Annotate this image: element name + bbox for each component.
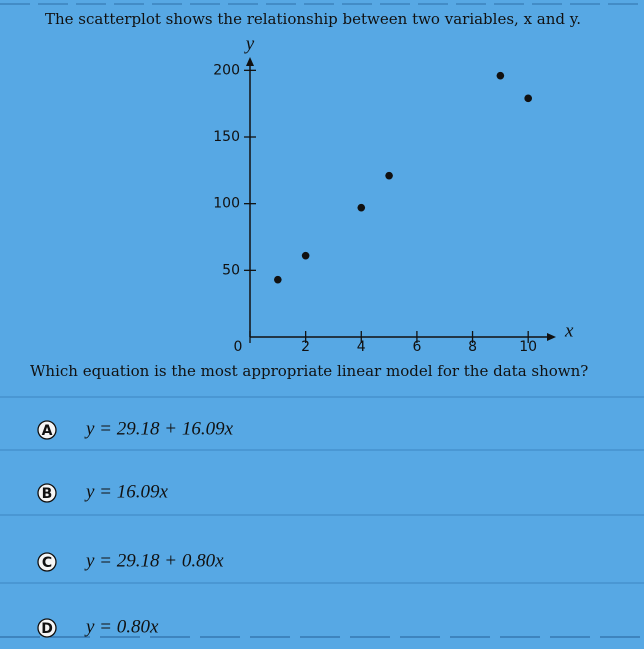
x-tick-label: 0	[234, 339, 243, 355]
option-badge[interactable]	[37, 618, 57, 638]
prompt: Which equation is the most appropriate l…	[30, 362, 588, 380]
option-text: y = 29.18 + 16.09x	[84, 418, 234, 439]
y-tick-label: 100	[213, 196, 240, 212]
option-badge[interactable]	[37, 483, 57, 503]
x-tick-label: 2	[301, 339, 310, 355]
data-point	[524, 94, 532, 103]
x-tick-label: 8	[468, 339, 477, 355]
y-arrow	[246, 57, 254, 66]
x-axis-label: x	[564, 320, 574, 341]
y-axis-label: y	[244, 33, 255, 54]
option-text: y = 29.18 + 0.80x	[84, 550, 224, 571]
x-tick-label: 10	[519, 339, 537, 355]
option-badge[interactable]	[37, 552, 57, 572]
option-letter: A	[42, 423, 53, 439]
data-point	[301, 251, 310, 260]
option-badge[interactable]	[37, 420, 57, 440]
data-point	[496, 71, 505, 80]
x-arrow	[547, 333, 556, 341]
option-text: y = 16.09x	[84, 481, 169, 502]
x-tick-label: 4	[357, 339, 366, 355]
data-point	[385, 171, 393, 180]
y-tick-label: 150	[213, 129, 240, 145]
option-letter: D	[41, 621, 53, 637]
question: The scatterplot shows the relationship b…	[45, 10, 581, 28]
option-letter: C	[42, 555, 52, 571]
option-text: y = 0.80x	[84, 616, 159, 637]
y-tick-label: 200	[213, 62, 240, 78]
option-letter: B	[42, 486, 53, 502]
data-point	[274, 275, 282, 284]
y-tick-label: 50	[222, 262, 240, 278]
x-tick-label: 6	[412, 339, 421, 355]
data-point	[357, 203, 366, 212]
